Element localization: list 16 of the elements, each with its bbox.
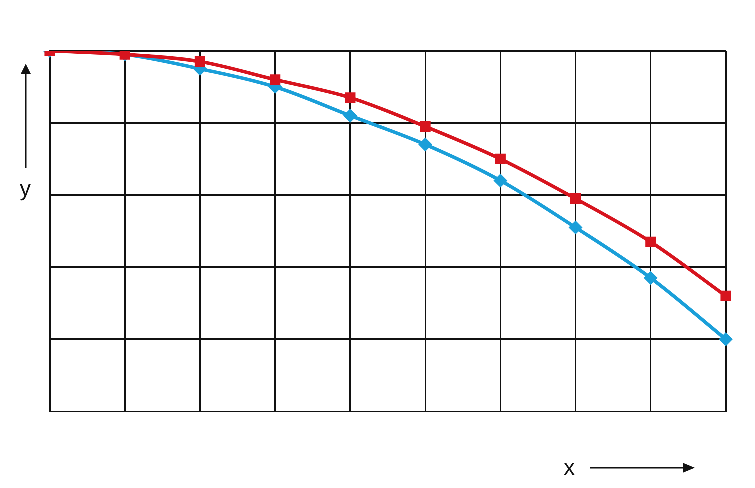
point [720, 290, 732, 302]
point [644, 272, 658, 284]
point [345, 92, 356, 104]
point [570, 194, 582, 204]
x-axis-title: x [564, 455, 575, 481]
point [194, 56, 206, 68]
point [419, 138, 432, 152]
point [570, 221, 582, 234]
point [720, 333, 732, 346]
point [420, 121, 431, 132]
point [646, 236, 656, 248]
point [495, 154, 506, 164]
y-axis-title: y [20, 176, 31, 202]
point [494, 174, 507, 188]
point [270, 74, 281, 86]
point [344, 110, 357, 122]
